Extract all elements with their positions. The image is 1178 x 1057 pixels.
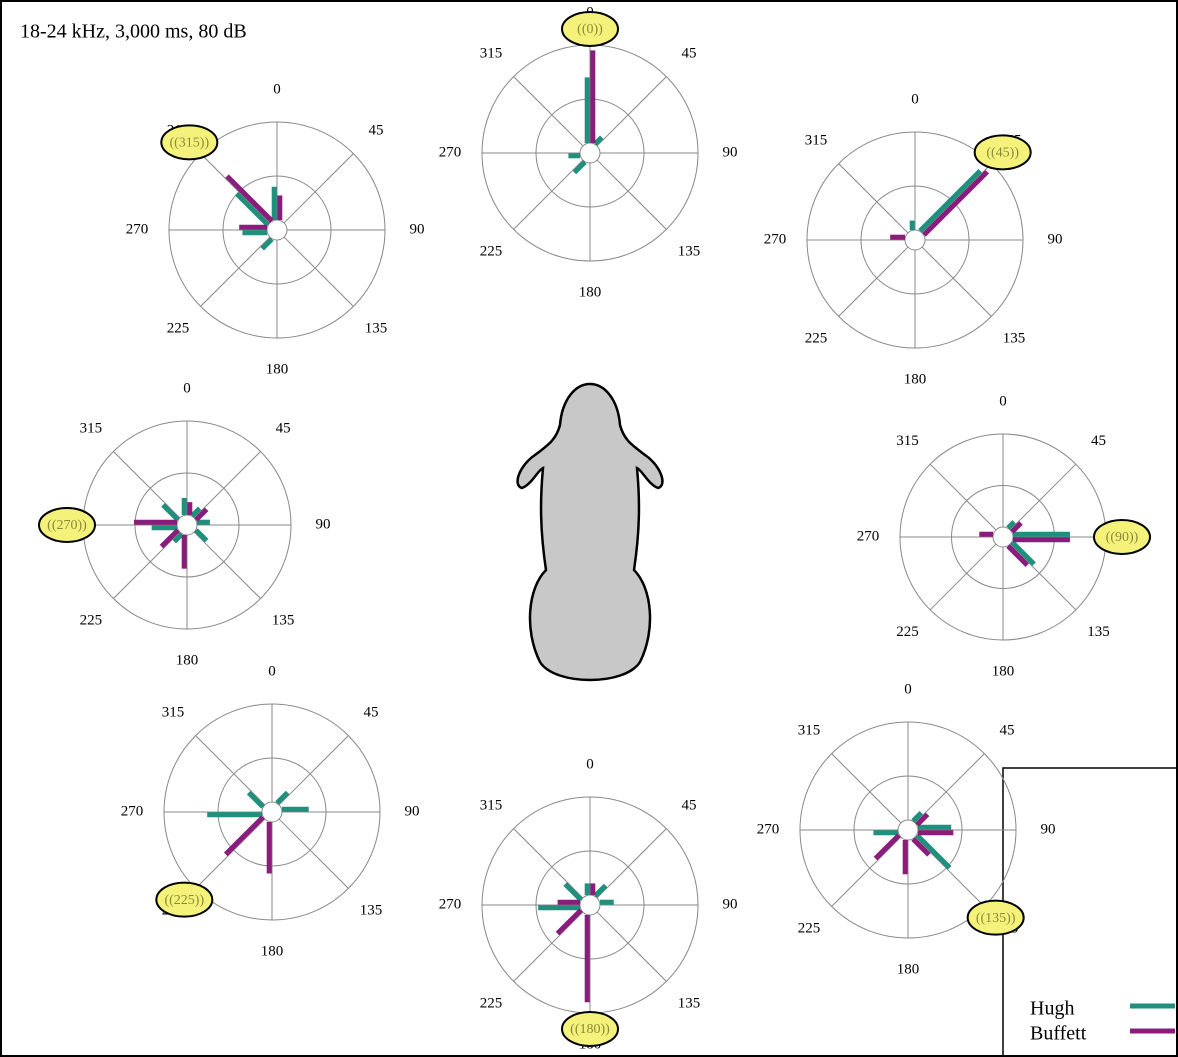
speaker-label: ((0)): [577, 22, 603, 37]
angle-tick-label: 270: [439, 144, 462, 160]
angle-tick-label: 90: [1048, 231, 1063, 247]
angle-tick-label: 135: [272, 613, 295, 629]
center-hole: [898, 820, 918, 840]
angle-tick-label: 270: [757, 821, 780, 837]
center-hole: [267, 220, 287, 240]
angle-tick-label: 45: [276, 420, 291, 436]
angle-tick-label: 180: [904, 371, 927, 387]
figure: 18-24 kHz, 3,000 ms, 80 dB 0 45 90 135 180 22…: [0, 0, 1178, 1057]
angle-tick-label: 0: [999, 393, 1007, 409]
angle-tick-label: 180: [579, 284, 602, 300]
angle-tick-label: 180: [266, 361, 289, 377]
speaker-label: ((225)): [164, 893, 204, 908]
angle-tick-label: 45: [681, 797, 696, 813]
angle-tick-label: 225: [480, 243, 503, 259]
angle-tick-label: 135: [678, 243, 701, 259]
angle-tick-label: 315: [798, 722, 821, 738]
angle-tick-label: 225: [896, 624, 919, 640]
angle-tick-label: 135: [360, 902, 383, 918]
center-hole: [905, 230, 925, 250]
angle-tick-label: 45: [1091, 433, 1106, 449]
center-hole: [580, 895, 600, 915]
angle-tick-label: 0: [911, 91, 919, 107]
angle-tick-label: 0: [183, 380, 191, 396]
angle-tick-label: 315: [480, 797, 503, 813]
angle-tick-label: 315: [896, 433, 919, 449]
angle-tick-label: 180: [897, 961, 920, 977]
angle-tick-label: 90: [316, 516, 331, 532]
angle-tick-label: 225: [80, 613, 103, 629]
legend-label: Buffett: [1030, 1023, 1087, 1045]
center-hole: [580, 143, 600, 163]
center-hole: [177, 515, 197, 535]
angle-tick-label: 90: [410, 221, 425, 237]
angle-tick-label: 225: [798, 920, 821, 936]
angle-tick-label: 135: [365, 320, 388, 336]
angle-tick-label: 180: [992, 663, 1015, 679]
speaker-label: ((180)): [570, 1022, 610, 1037]
speaker-label: ((90)): [1106, 530, 1139, 545]
speaker-label: ((45)): [986, 146, 1019, 161]
angle-tick-label: 45: [681, 45, 696, 61]
angle-tick-label: 315: [805, 132, 828, 148]
angle-tick-label: 270: [121, 803, 144, 819]
angle-tick-label: 135: [1003, 330, 1026, 346]
angle-tick-label: 0: [273, 81, 281, 97]
angle-tick-label: 315: [80, 420, 103, 436]
angle-tick-label: 45: [363, 704, 378, 720]
angle-tick-label: 225: [167, 320, 190, 336]
center-hole: [993, 527, 1013, 547]
angle-tick-label: 225: [805, 330, 828, 346]
angle-tick-label: 270: [126, 221, 149, 237]
angle-tick-label: 270: [439, 896, 462, 912]
center-hole: [262, 802, 282, 822]
angle-tick-label: 315: [162, 704, 185, 720]
angle-tick-label: 0: [904, 681, 912, 697]
angle-tick-label: 180: [261, 943, 284, 959]
angle-tick-label: 45: [368, 122, 383, 138]
angle-tick-label: 0: [586, 756, 594, 772]
speaker-label: ((135)): [976, 911, 1016, 926]
angle-tick-label: 135: [678, 995, 701, 1011]
angle-tick-label: 90: [1041, 821, 1056, 837]
angle-tick-label: 225: [480, 995, 503, 1011]
figure-title: 18-24 kHz, 3,000 ms, 80 dB: [20, 21, 247, 43]
legend-label: Hugh: [1030, 998, 1074, 1020]
angle-tick-label: 180: [176, 652, 199, 668]
angle-tick-label: 90: [723, 144, 738, 160]
angle-tick-label: 0: [268, 663, 276, 679]
angle-tick-label: 90: [405, 803, 420, 819]
angle-tick-label: 270: [764, 231, 787, 247]
speaker-label: ((270)): [47, 518, 87, 533]
angle-tick-label: 90: [723, 896, 738, 912]
angle-tick-label: 135: [1087, 624, 1110, 640]
angle-tick-label: 315: [480, 45, 503, 61]
angle-tick-label: 270: [857, 528, 880, 544]
speaker-label: ((315)): [169, 136, 209, 151]
angle-tick-label: 45: [999, 722, 1014, 738]
